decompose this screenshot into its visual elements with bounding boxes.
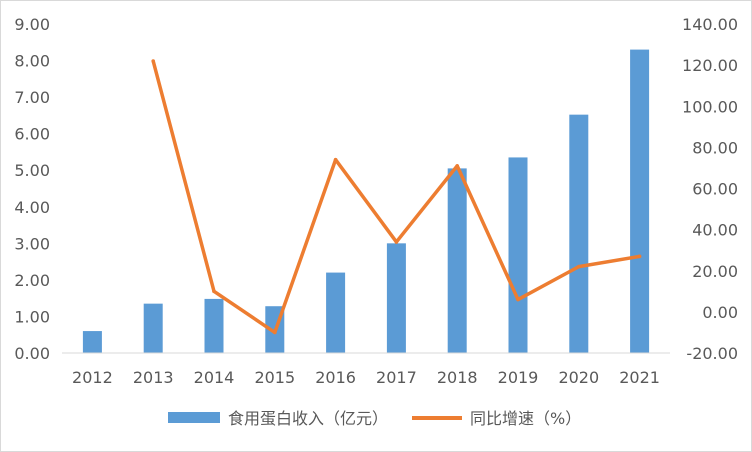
line-point bbox=[394, 240, 399, 244]
x-tick-label: 2021 bbox=[619, 368, 660, 387]
line-point bbox=[577, 264, 581, 269]
bar bbox=[447, 168, 467, 353]
right-tick-label: -20.00 bbox=[686, 344, 738, 363]
right-tick-label: 140.00 bbox=[682, 15, 738, 34]
right-tick-label: 20.00 bbox=[692, 262, 738, 281]
right-axis-ticks: -20.00 0.00 20.00 40.00 60.00 80.00 100.00 120.… bbox=[682, 15, 738, 363]
bar bbox=[630, 49, 650, 353]
line-point bbox=[273, 330, 277, 335]
bar bbox=[326, 272, 346, 353]
x-tick-label: 2015 bbox=[254, 368, 295, 387]
left-tick-label: 4.00 bbox=[14, 198, 50, 217]
left-axis-ticks: 0.00 1.00 2.00 3.00 4.00 5.00 6.00 7.00 8.00 9.00 bbox=[14, 15, 50, 363]
bar bbox=[204, 298, 224, 353]
left-tick-label: 6.00 bbox=[14, 125, 50, 144]
x-tick-label: 2017 bbox=[376, 368, 417, 387]
right-tick-label: 0.00 bbox=[702, 303, 738, 322]
line-point bbox=[212, 289, 216, 294]
bar bbox=[82, 331, 102, 353]
bar-series bbox=[82, 49, 650, 353]
x-tick-label: 2013 bbox=[133, 368, 174, 387]
line-point bbox=[516, 297, 520, 302]
bar bbox=[143, 303, 163, 353]
left-tick-label: 1.00 bbox=[14, 307, 50, 326]
x-tick-label: 2012 bbox=[72, 368, 113, 387]
line-point bbox=[637, 254, 642, 259]
x-tick-label: 2014 bbox=[194, 368, 235, 387]
x-tick-label: 2018 bbox=[437, 368, 478, 387]
left-tick-label: 5.00 bbox=[14, 161, 50, 180]
line-point bbox=[151, 59, 155, 63]
left-tick-label: 7.00 bbox=[14, 88, 50, 107]
left-tick-label: 0.00 bbox=[14, 344, 50, 363]
x-tick-label: 2016 bbox=[315, 368, 356, 387]
x-tick-label: 2019 bbox=[498, 368, 539, 387]
x-axis-ticks: 2012 2013 2014 2015 2016 2017 2018 2019 2020 2021 bbox=[72, 368, 660, 387]
left-tick-label: 2.00 bbox=[14, 271, 50, 290]
right-tick-label: 120.00 bbox=[682, 56, 738, 75]
bar bbox=[508, 157, 528, 353]
legend-bar-swatch bbox=[168, 412, 220, 423]
bar bbox=[569, 114, 589, 353]
line-series bbox=[151, 59, 642, 335]
line-point bbox=[333, 157, 338, 162]
x-tick-label: 2020 bbox=[558, 368, 599, 387]
right-tick-label: 80.00 bbox=[692, 138, 738, 157]
legend: 食用蛋白收入（亿元） 同比增速（%） bbox=[168, 409, 581, 428]
left-tick-label: 9.00 bbox=[14, 15, 50, 34]
right-tick-label: 60.00 bbox=[692, 180, 738, 199]
bar bbox=[386, 243, 406, 353]
line-point bbox=[455, 164, 460, 168]
left-tick-label: 3.00 bbox=[14, 234, 50, 253]
legend-line-label: 同比增速（%） bbox=[470, 409, 581, 428]
right-tick-label: 40.00 bbox=[692, 221, 738, 240]
left-tick-label: 8.00 bbox=[14, 52, 50, 71]
right-tick-label: 100.00 bbox=[682, 97, 738, 116]
legend-bar-label: 食用蛋白收入（亿元） bbox=[228, 409, 388, 428]
